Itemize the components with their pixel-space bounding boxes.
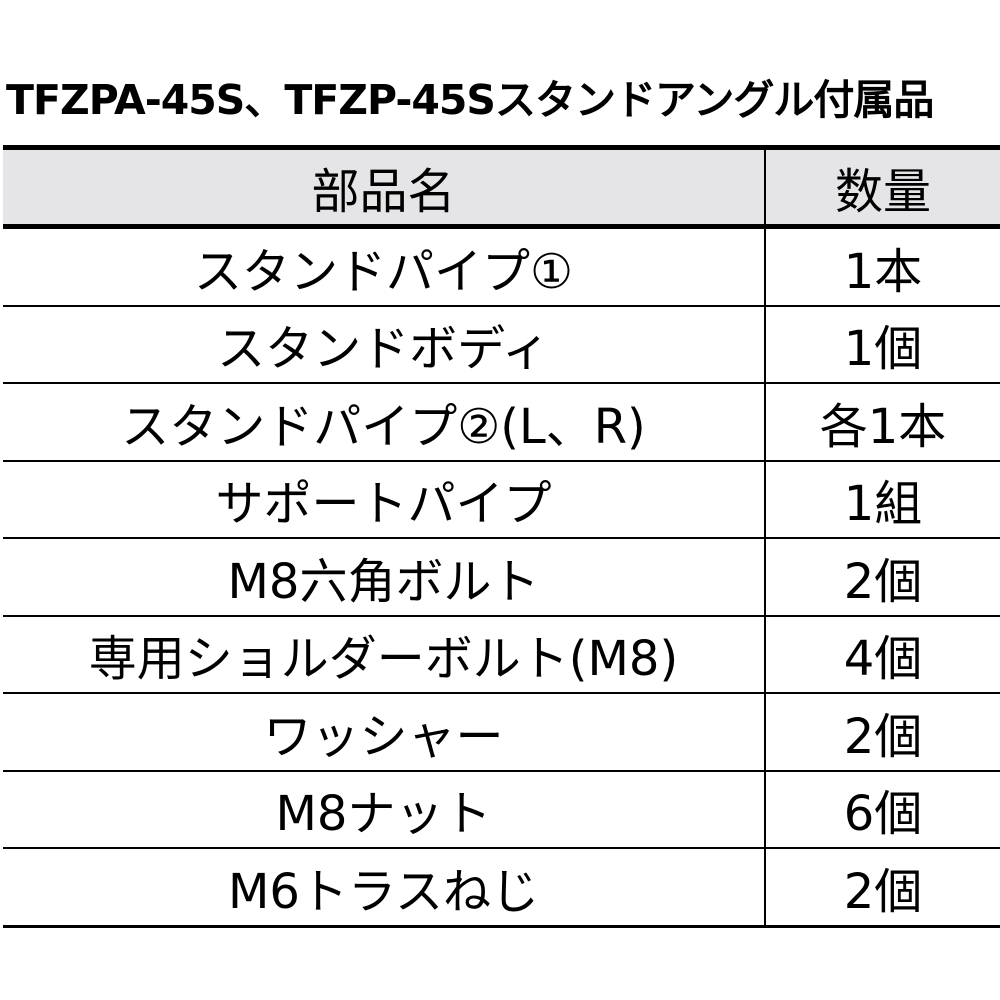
quantity-cell: 2個 (765, 538, 1000, 617)
header-quantity: 数量 (765, 145, 1000, 229)
table-row: M6トラスねじ 2個 (3, 848, 1000, 928)
quantity-cell: 1個 (765, 305, 1000, 384)
part-name-cell: ワッシャー (3, 693, 766, 772)
table-row: スタンドパイプ②(L、R) 各1本 (3, 383, 1000, 462)
part-name-cell: スタンドパイプ②(L、R) (3, 383, 766, 462)
table-row: スタンドパイプ① 1本 (3, 226, 1000, 307)
table-header-row: 部品名 数量 (3, 145, 1000, 229)
accessories-table: 部品名 数量 スタンドパイプ① 1本 スタンドボディ 1個 スタンドパイプ②(L、R) 各… (3, 145, 1000, 928)
table-row: M8ナット 6個 (3, 770, 1000, 849)
table-row: 専用ショルダーボルト(M8) 4個 (3, 615, 1000, 694)
quantity-cell: 1本 (765, 226, 1000, 307)
quantity-cell: 1組 (765, 460, 1000, 539)
quantity-cell: 2個 (765, 693, 1000, 772)
part-name-cell: M8ナット (3, 770, 766, 849)
table-row: スタンドボディ 1個 (3, 305, 1000, 384)
part-name-cell: スタンドパイプ① (3, 226, 766, 307)
quantity-cell: 2個 (765, 848, 1000, 928)
document-title: TFZPA-45S、TFZP-45Sスタンドアングル付属品 (6, 76, 934, 124)
table-row: ワッシャー 2個 (3, 693, 1000, 772)
quantity-cell: 各1本 (765, 383, 1000, 462)
quantity-cell: 6個 (765, 770, 1000, 849)
quantity-cell: 4個 (765, 615, 1000, 694)
header-part-name: 部品名 (3, 145, 766, 229)
part-name-cell: M8六角ボルト (3, 538, 766, 617)
part-name-cell: サポートパイプ (3, 460, 766, 539)
part-name-cell: スタンドボディ (3, 305, 766, 384)
part-name-cell: 専用ショルダーボルト(M8) (3, 615, 766, 694)
table-row: サポートパイプ 1組 (3, 460, 1000, 539)
table-row: M8六角ボルト 2個 (3, 538, 1000, 617)
part-name-cell: M6トラスねじ (3, 848, 766, 928)
